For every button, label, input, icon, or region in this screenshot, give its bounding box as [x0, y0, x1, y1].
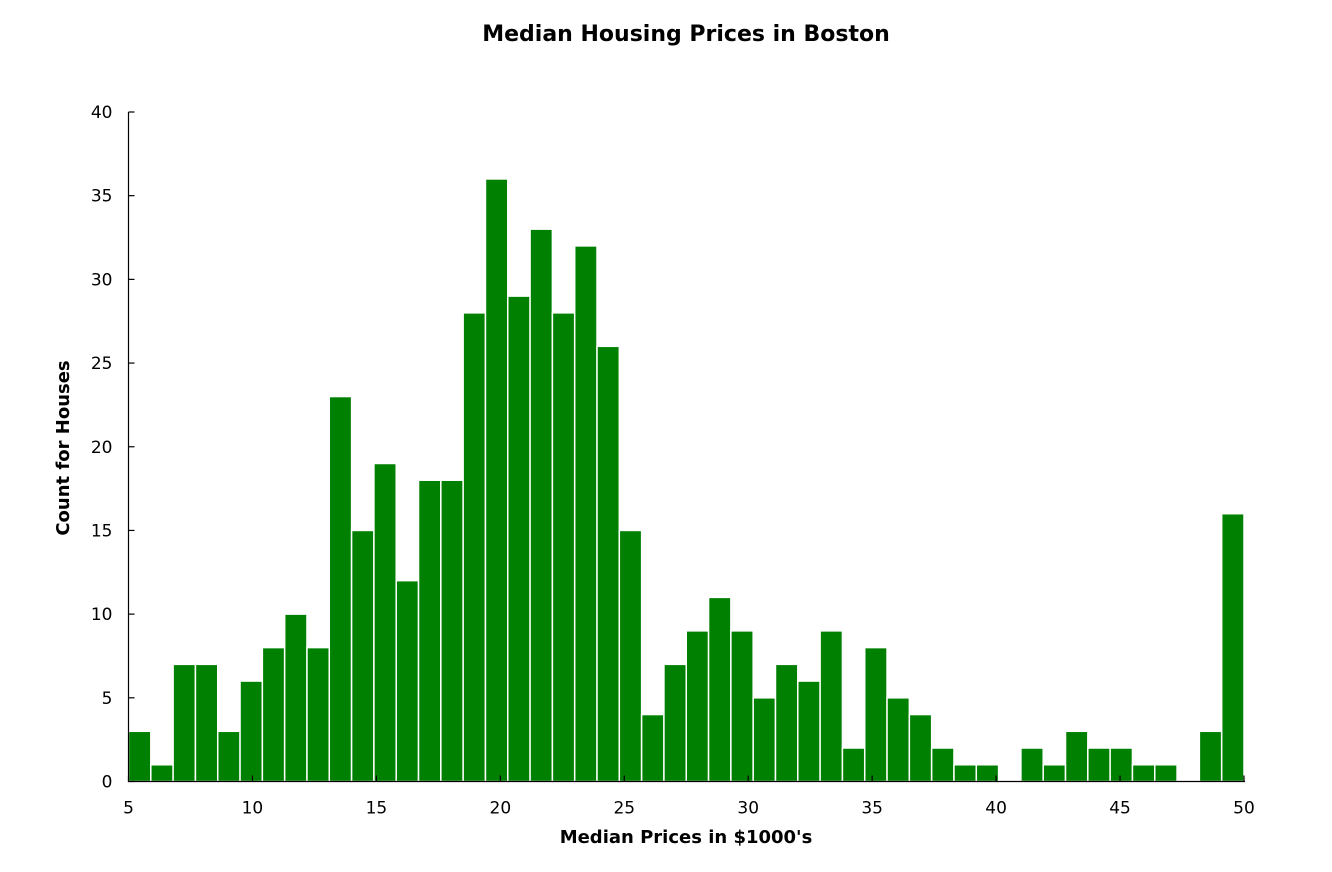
histogram-bar [328, 395, 353, 783]
histogram-bar [150, 764, 174, 783]
x-tick-label: 20 [490, 799, 512, 819]
histogram-bar [953, 764, 978, 783]
histogram-bar [1042, 764, 1067, 783]
chart-title: Median Housing Prices in Boston [482, 22, 890, 47]
x-tick-label: 45 [1109, 799, 1131, 819]
histogram-bar [306, 646, 331, 783]
histogram-bar [1154, 764, 1178, 783]
x-tick-label: 5 [123, 799, 134, 819]
histogram-bar [930, 747, 955, 783]
x-tick-label: 10 [242, 799, 264, 819]
histogram-bar [283, 613, 308, 783]
histogram-bar [841, 747, 866, 783]
histogram-bar [172, 663, 197, 783]
histogram-bar [618, 529, 643, 783]
histogram-bar [774, 663, 799, 783]
y-axis-label: Count for Houses [53, 360, 74, 535]
bars-group [127, 178, 1245, 783]
histogram-bar [350, 529, 375, 783]
histogram-bar [1131, 764, 1156, 783]
histogram-bar [417, 479, 442, 783]
histogram-bar [752, 697, 777, 783]
histogram-bar [462, 312, 487, 783]
histogram-bar [596, 345, 621, 783]
y-tick-label: 30 [91, 270, 113, 290]
y-tick-label: 10 [91, 605, 113, 625]
histogram-bar [216, 730, 241, 783]
x-tick-label: 40 [985, 799, 1007, 819]
histogram-bar [440, 479, 464, 783]
histogram-bar [819, 630, 844, 783]
histogram-bar [1220, 512, 1245, 783]
histogram-bar [640, 713, 665, 783]
histogram-bar [373, 462, 397, 783]
histogram-bar [551, 312, 576, 783]
histogram-bar [1109, 747, 1134, 783]
x-tick-label: 15 [366, 799, 388, 819]
histogram-bar [484, 178, 509, 783]
y-tick-label: 25 [91, 354, 113, 374]
histogram-bar [573, 245, 598, 783]
y-ticks-group: 0 5 10 15 20 25 30 35 40 [91, 103, 135, 793]
x-tick-label: 25 [613, 799, 635, 819]
histogram-bar [127, 730, 152, 783]
x-tick-label: 50 [1233, 799, 1255, 819]
y-tick-label: 15 [91, 521, 113, 541]
x-tick-label: 30 [737, 799, 759, 819]
x-tick-label: 35 [861, 799, 883, 819]
histogram-bar [886, 697, 911, 783]
y-tick-label: 0 [102, 773, 113, 793]
histogram-bar [395, 579, 420, 783]
histogram-bar [1064, 730, 1089, 783]
histogram-bar [261, 646, 286, 783]
x-ticks-group: 5 10 15 20 25 30 35 40 45 50 [123, 775, 1255, 819]
histogram-bar [730, 630, 754, 783]
y-tick-label: 35 [91, 187, 113, 207]
histogram-bar [239, 680, 264, 783]
histogram-bar [663, 663, 688, 783]
histogram-bar [194, 663, 219, 783]
histogram-bar [707, 596, 732, 783]
y-tick-label: 40 [91, 103, 113, 123]
histogram-bar [1087, 747, 1111, 783]
histogram-bar [908, 713, 933, 783]
histogram-bar [1020, 747, 1044, 783]
y-tick-label: 20 [91, 438, 113, 458]
histogram-bar [1198, 730, 1223, 783]
histogram-bar [685, 630, 710, 783]
histogram-bar [507, 295, 531, 783]
histogram-bar [975, 764, 1000, 783]
histogram-bar [797, 680, 821, 783]
histogram-bar [529, 228, 554, 783]
y-tick-label: 5 [102, 689, 113, 709]
x-axis-label: Median Prices in $1000's [560, 827, 813, 848]
histogram-bar [863, 646, 888, 783]
